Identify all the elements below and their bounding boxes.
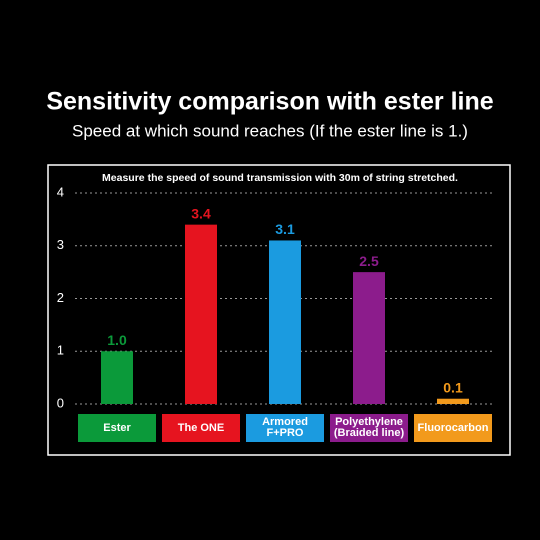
x-tick-label: Armored F+PRO	[246, 414, 324, 442]
x-tick-label: Polyethylene (Braided line)	[330, 414, 408, 442]
value-label: 3.4	[191, 205, 211, 221]
y-tick-label: 1	[57, 343, 64, 358]
chart-note: Measure the speed of sound transmission …	[102, 172, 458, 184]
chart-title: Sensitivity comparison with ester line	[46, 88, 493, 116]
y-tick-label: 3	[57, 237, 64, 252]
bar	[353, 272, 385, 404]
value-label: 0.1	[443, 379, 463, 395]
chart-frame	[47, 164, 511, 456]
x-tick-label: Ester	[78, 414, 156, 442]
x-tick-label: The ONE	[162, 414, 240, 442]
x-tick-label: Fluorocarbon	[414, 414, 492, 442]
value-label: 1.0	[107, 332, 127, 348]
y-tick-label: 2	[57, 290, 64, 305]
bar	[101, 351, 133, 404]
value-label: 2.5	[359, 253, 379, 269]
chart-subtitle: Speed at which sound reaches (If the est…	[72, 121, 468, 140]
bar	[437, 398, 469, 404]
bar	[269, 240, 301, 404]
bar	[185, 224, 217, 404]
y-tick-label: 0	[57, 395, 64, 410]
value-label: 3.1	[275, 221, 295, 237]
y-tick-label: 4	[57, 184, 64, 199]
